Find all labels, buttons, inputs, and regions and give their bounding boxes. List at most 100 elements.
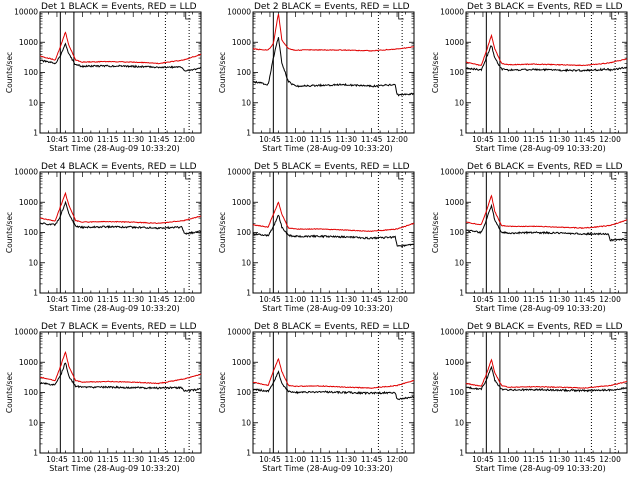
y-tick-label: 100 — [24, 388, 39, 397]
corner-marker — [611, 12, 617, 20]
x-tick-label: 10:45 — [46, 295, 68, 304]
y-tick-label: 10000 — [440, 168, 464, 177]
x-tick-label: 11:30 — [122, 455, 144, 464]
x-tick-label: 11:00 — [498, 455, 520, 464]
x-axis-title: Start Time (28-Aug-09 10:33:20) — [262, 144, 393, 153]
plot-frame — [252, 171, 415, 294]
y-tick-label: 1000 — [19, 38, 38, 47]
x-tick-label: 12:00 — [386, 455, 408, 464]
y-tick-label: 1000 — [445, 358, 464, 367]
y-tick-label: 1000 — [232, 198, 251, 207]
x-tick-label: 11:00 — [498, 135, 520, 144]
lld-series-line — [39, 350, 202, 385]
plot-frame — [39, 171, 202, 294]
y-tick-label: 1000 — [19, 358, 38, 367]
y-tick-label: 10 — [454, 418, 464, 427]
lld-series-line — [465, 33, 628, 67]
x-tick-label: 11:15 — [523, 135, 545, 144]
y-tick-label: 1000 — [19, 198, 38, 207]
y-tick-label: 10000 — [440, 328, 464, 337]
x-tick-label: 10:45 — [259, 295, 281, 304]
x-tick-label: 11:00 — [72, 295, 94, 304]
corner-marker — [398, 172, 404, 180]
panel-det-9: Det 9 BLACK = Events, RED = LLD 1 10 100 100… — [431, 322, 628, 473]
y-axis-title: Counts/sec — [5, 212, 14, 253]
events-series-line — [39, 42, 202, 72]
x-tick-label: 11:15 — [97, 135, 119, 144]
y-tick-label: 100 — [24, 68, 39, 77]
corner-marker — [611, 172, 617, 180]
y-axis-title: Counts/sec — [218, 212, 227, 253]
y-tick-label: 10 — [241, 258, 251, 267]
x-tick-label: 10:45 — [259, 455, 281, 464]
events-series-line — [252, 214, 415, 248]
x-tick-label: 11:15 — [310, 455, 332, 464]
y-tick-label: 10000 — [14, 328, 38, 337]
y-tick-label: 1000 — [232, 358, 251, 367]
x-axis-title: Start Time (28-Aug-09 10:33:20) — [475, 304, 606, 313]
events-series-line — [39, 200, 202, 236]
panel-det-4: Det 4 BLACK = Events, RED = LLD 1 10 100 100… — [5, 162, 202, 313]
x-axis-title: Start Time (28-Aug-09 10:33:20) — [49, 144, 180, 153]
x-tick-label: 11:45 — [361, 135, 383, 144]
panel-title: Det 7 BLACK = Events, RED = LLD — [41, 322, 197, 332]
y-tick-label: 1 — [246, 129, 251, 138]
y-tick-label: 10000 — [14, 168, 38, 177]
y-axis-title: Counts/sec — [5, 372, 14, 413]
panel-title: Det 4 BLACK = Events, RED = LLD — [41, 162, 197, 172]
y-axis-title: Counts/sec — [431, 52, 440, 93]
events-series-line — [465, 365, 628, 393]
panel-det-6: Det 6 BLACK = Events, RED = LLD 1 10 100 100… — [431, 162, 628, 313]
x-tick-label: 11:30 — [122, 295, 144, 304]
x-tick-label: 11:45 — [361, 295, 383, 304]
y-tick-label: 100 — [24, 228, 39, 237]
y-tick-label: 10 — [241, 418, 251, 427]
panel-title: Det 5 BLACK = Events, RED = LLD — [254, 162, 410, 172]
x-tick-label: 11:15 — [97, 455, 119, 464]
lld-series-line — [39, 191, 202, 225]
x-tick-label: 10:45 — [259, 135, 281, 144]
x-tick-label: 11:45 — [148, 135, 170, 144]
y-tick-label: 10 — [28, 98, 38, 107]
panel-title: Det 3 BLACK = Events, RED = LLD — [467, 2, 623, 12]
events-series-line — [252, 370, 415, 401]
x-axis-title: Start Time (28-Aug-09 10:33:20) — [475, 464, 606, 473]
y-tick-label: 1 — [246, 289, 251, 298]
events-series-line — [465, 203, 628, 242]
x-tick-label: 11:30 — [548, 455, 570, 464]
x-tick-label: 11:30 — [122, 135, 144, 144]
x-tick-label: 11:00 — [285, 295, 307, 304]
x-tick-label: 12:00 — [173, 295, 195, 304]
y-tick-label: 1000 — [445, 198, 464, 207]
x-tick-label: 11:00 — [285, 135, 307, 144]
x-tick-label: 12:00 — [599, 295, 621, 304]
corner-marker — [185, 332, 191, 340]
x-tick-label: 11:15 — [310, 135, 332, 144]
plot-frame — [39, 331, 202, 454]
corner-marker — [398, 12, 404, 20]
panel-det-8: Det 8 BLACK = Events, RED = LLD 1 10 100 100… — [218, 322, 415, 473]
x-tick-label: 12:00 — [599, 455, 621, 464]
corner-marker — [185, 12, 191, 20]
y-tick-label: 10 — [28, 258, 38, 267]
events-series-line — [465, 45, 628, 73]
panel-title: Det 6 BLACK = Events, RED = LLD — [467, 162, 623, 172]
y-tick-label: 100 — [237, 228, 252, 237]
x-tick-label: 11:00 — [285, 455, 307, 464]
y-axis-title: Counts/sec — [431, 212, 440, 253]
corner-marker — [398, 332, 404, 340]
x-tick-label: 12:00 — [599, 135, 621, 144]
x-tick-label: 12:00 — [173, 455, 195, 464]
plot-frame — [465, 331, 628, 454]
x-tick-label: 10:45 — [46, 135, 68, 144]
panel-det-1: Det 1 BLACK = Events, RED = LLD 1 10 100 100… — [5, 2, 202, 153]
x-tick-label: 11:45 — [574, 135, 596, 144]
lld-series-line — [252, 201, 415, 233]
y-tick-label: 1000 — [445, 38, 464, 47]
panel-det-2: Det 2 BLACK = Events, RED = LLD 1 10 100 100… — [218, 2, 415, 153]
x-tick-label: 12:00 — [173, 135, 195, 144]
y-tick-label: 10000 — [440, 8, 464, 17]
y-tick-label: 10000 — [14, 8, 38, 17]
plot-frame — [465, 11, 628, 134]
y-tick-label: 1 — [33, 129, 38, 138]
